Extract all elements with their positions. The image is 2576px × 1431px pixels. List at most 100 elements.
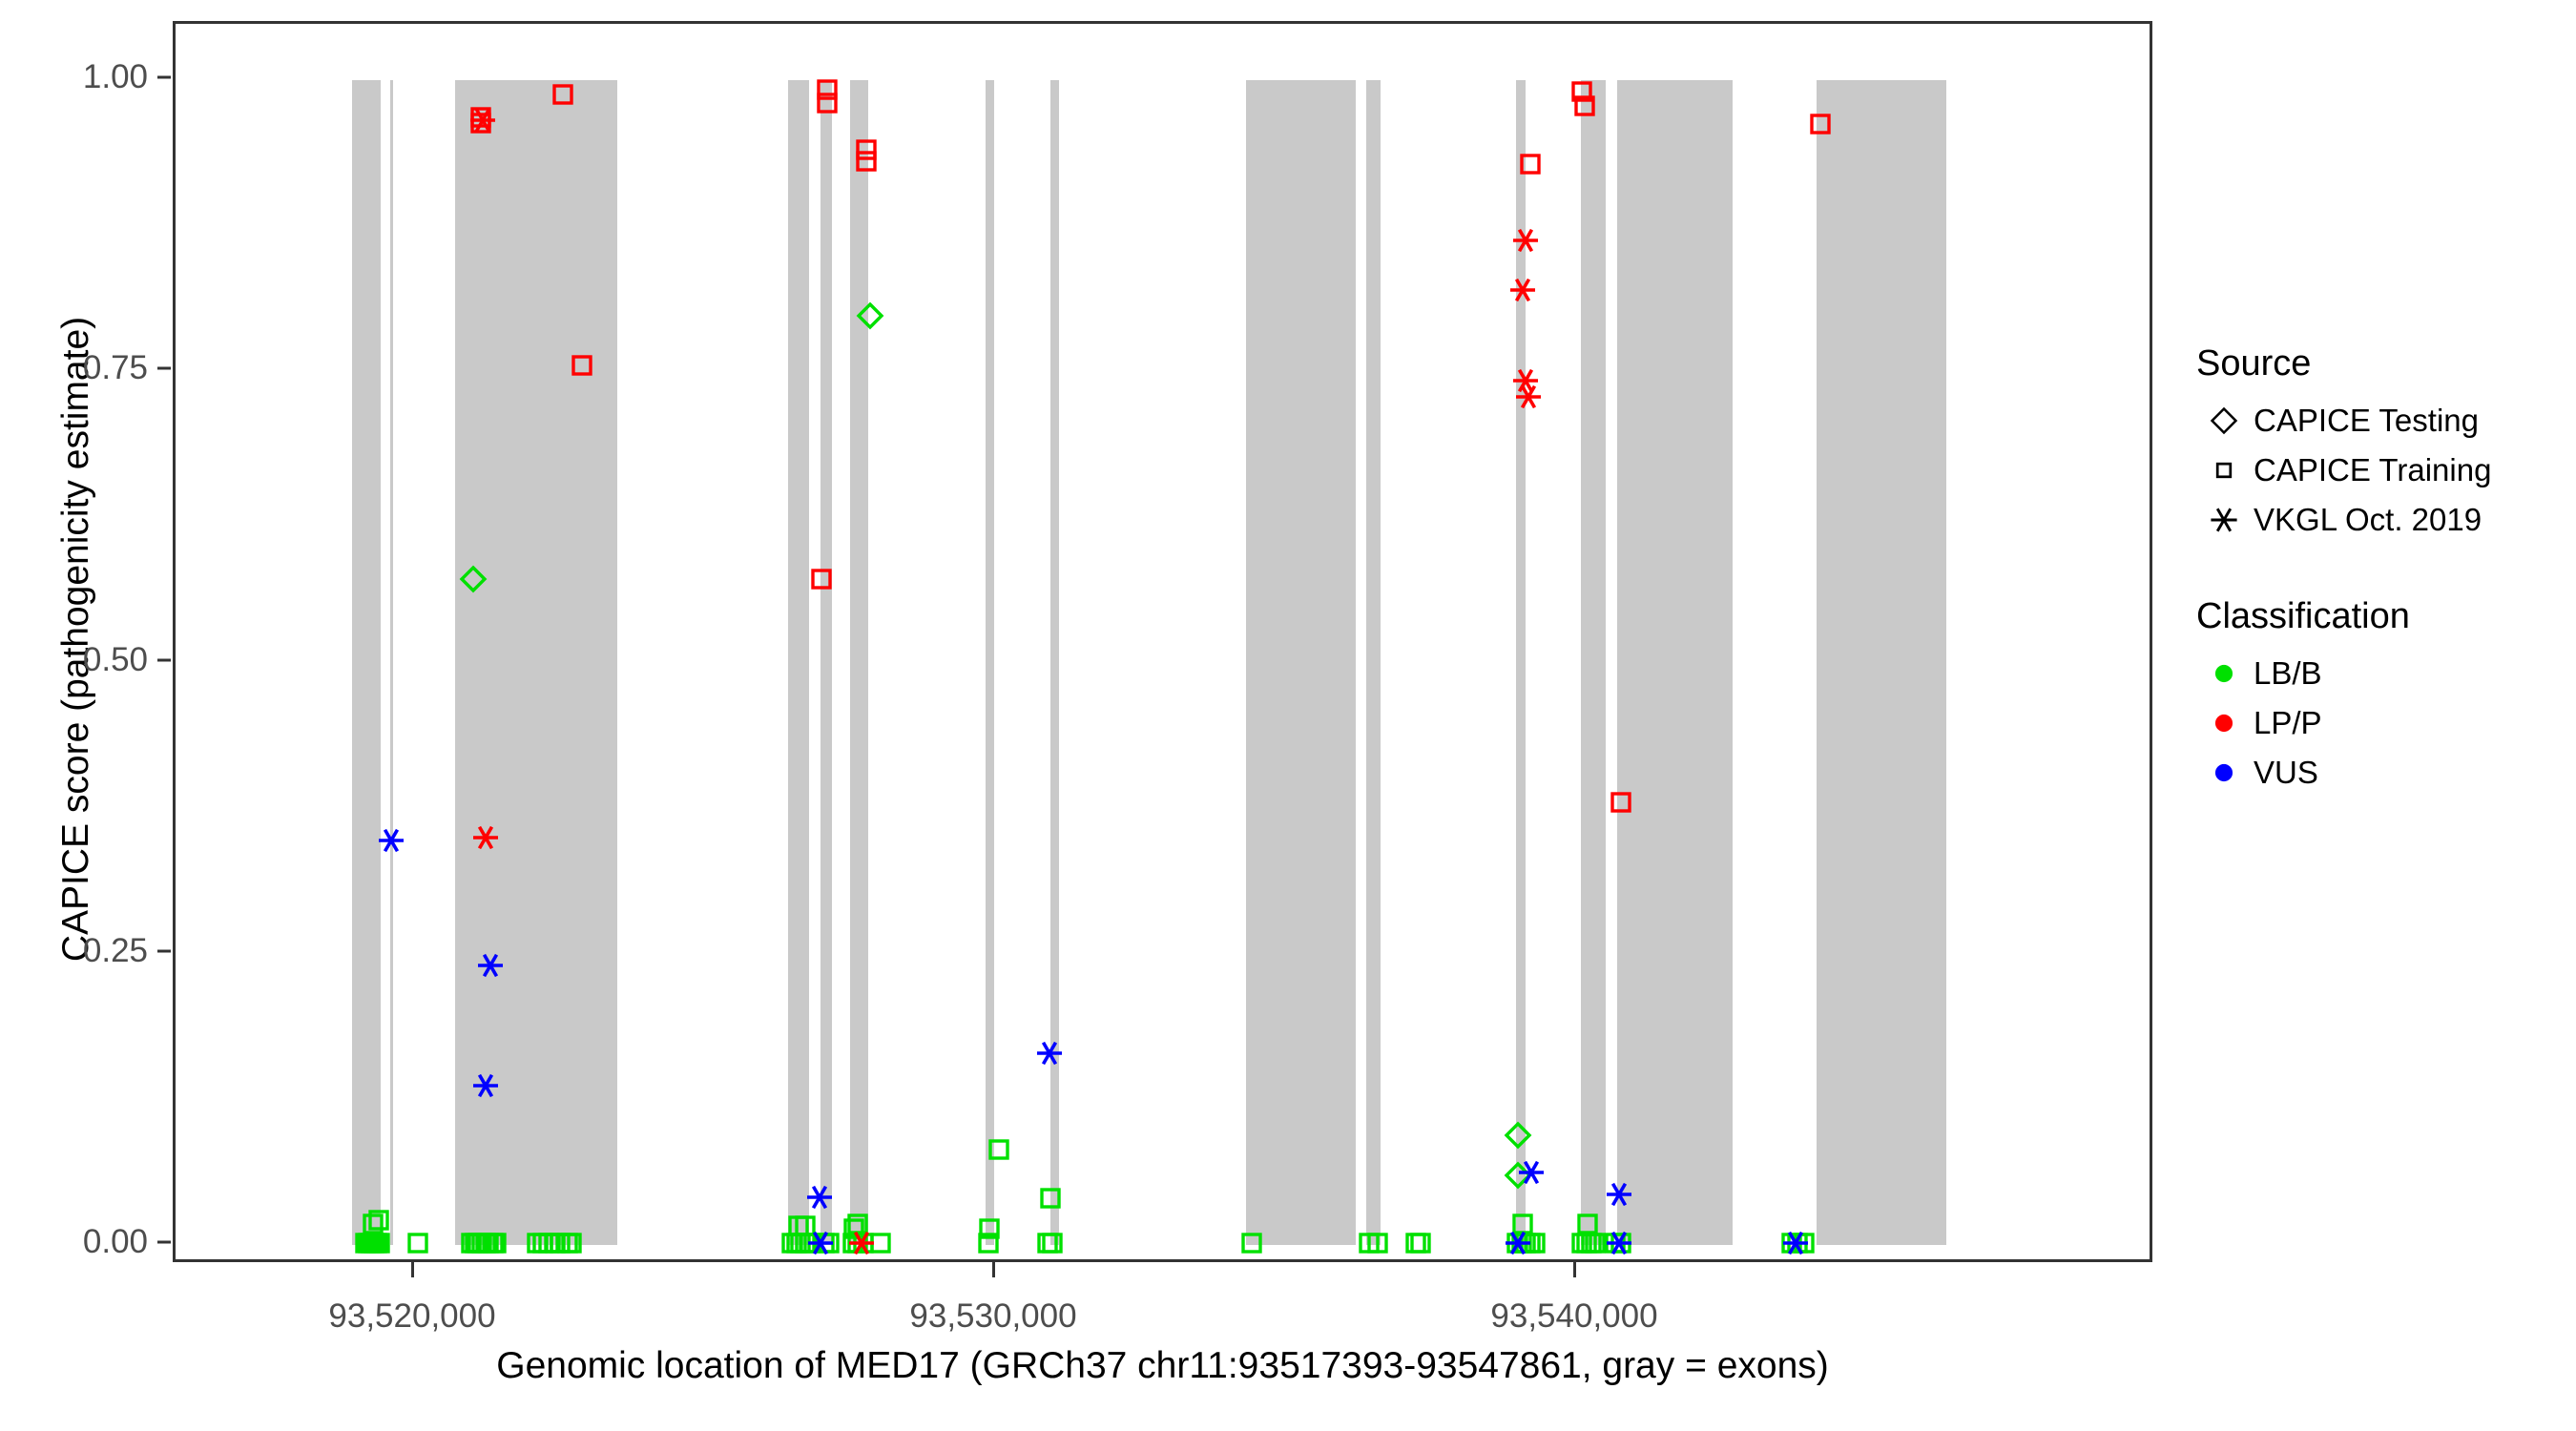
exon-band	[787, 80, 809, 1245]
legend-item-source[interactable]: CAPICE Training	[2194, 446, 2566, 495]
exon-band	[1617, 80, 1734, 1245]
data-point	[852, 147, 881, 176]
data-point	[1038, 1229, 1067, 1257]
exon-band	[849, 80, 868, 1245]
data-point	[482, 1229, 510, 1257]
data-point	[1406, 1229, 1435, 1257]
data-point	[377, 826, 405, 855]
data-point	[1514, 383, 1543, 411]
legend-item-classification[interactable]: LP/P	[2194, 698, 2566, 748]
data-point	[1581, 1229, 1610, 1257]
y-tick-label: 0.50	[82, 640, 148, 678]
data-point	[813, 75, 841, 104]
data-point	[471, 823, 500, 852]
data-point	[1516, 150, 1545, 178]
exon-band	[390, 80, 394, 1245]
x-tick-label: 93,520,000	[328, 1297, 496, 1335]
data-point	[364, 1206, 393, 1234]
y-tick-label: 0.25	[82, 931, 148, 969]
exon-band	[1816, 80, 1946, 1245]
legend-item-label: LB/B	[2254, 655, 2322, 691]
legend-item-label: CAPICE Testing	[2254, 403, 2479, 438]
legend-item-source[interactable]: CAPICE Testing	[2194, 396, 2566, 446]
data-point	[1036, 1184, 1065, 1213]
data-point	[1237, 1229, 1266, 1257]
data-point	[974, 1229, 1003, 1257]
y-tick-mark	[157, 1240, 171, 1244]
y-tick-label: 0.75	[82, 349, 148, 387]
y-tick-mark	[157, 658, 171, 661]
exon-band	[986, 80, 995, 1245]
data-point	[1568, 77, 1596, 106]
exon-band	[1516, 80, 1527, 1245]
data-point	[1035, 1039, 1064, 1068]
y-axis-title: CAPICE score (pathogenicity estimate)	[55, 316, 96, 963]
data-point	[985, 1135, 1013, 1164]
data-point	[1504, 1121, 1532, 1150]
data-point	[807, 565, 836, 593]
data-point	[1511, 226, 1540, 255]
data-point	[1605, 1229, 1633, 1257]
data-point	[1806, 110, 1835, 138]
data-point	[365, 1229, 394, 1257]
exon-band	[1245, 80, 1356, 1245]
data-point	[1517, 1158, 1546, 1187]
square-outline-icon	[2194, 454, 2254, 487]
diamond-outline-icon	[2194, 404, 2254, 437]
data-point	[549, 80, 577, 109]
exon-band	[1365, 80, 1381, 1245]
data-point	[813, 89, 841, 117]
legend-item-classification[interactable]: VUS	[2194, 748, 2566, 798]
legend-source-title: Source	[2196, 343, 2312, 384]
data-point	[404, 1229, 432, 1257]
x-tick-mark	[992, 1262, 995, 1277]
legend-classification-title: Classification	[2196, 596, 2410, 636]
legend-item-label: VUS	[2254, 755, 2318, 790]
filled-circle-icon	[2194, 657, 2254, 690]
x-tick-label: 93,530,000	[909, 1297, 1077, 1335]
filled-circle-icon	[2194, 757, 2254, 789]
data-point	[1504, 1229, 1532, 1257]
data-point	[1607, 788, 1635, 817]
legend-item-source[interactable]: VKGL Oct. 2019	[2194, 495, 2566, 545]
y-tick-mark	[157, 949, 171, 953]
legend-item-label: LP/P	[2254, 705, 2322, 740]
exon-band	[352, 80, 382, 1245]
asterisk-icon	[2194, 504, 2254, 536]
exon-band	[820, 80, 832, 1245]
exon-band	[455, 80, 618, 1245]
filled-circle-icon	[2194, 707, 2254, 739]
data-point	[476, 951, 505, 980]
legend-classification-items: LB/B LP/P VUS	[2194, 649, 2566, 798]
data-point	[852, 135, 881, 164]
y-tick-label: 0.00	[82, 1223, 148, 1260]
data-point	[856, 301, 884, 330]
data-point	[1363, 1229, 1392, 1257]
data-point	[1570, 92, 1599, 120]
x-axis-title: Genomic location of MED17 (GRCh37 chr11:…	[496, 1345, 1829, 1386]
data-point	[471, 1071, 500, 1100]
data-point	[459, 565, 488, 593]
x-tick-mark	[1573, 1262, 1576, 1277]
legend-item-label: CAPICE Training	[2254, 452, 2492, 487]
data-point	[806, 1229, 835, 1257]
x-tick-label: 93,540,000	[1490, 1297, 1658, 1335]
data-point	[847, 1229, 876, 1257]
legend-item-label: VKGL Oct. 2019	[2254, 502, 2483, 537]
plot-area	[176, 24, 2150, 1259]
data-point	[568, 351, 596, 380]
legend-item-classification[interactable]: LB/B	[2194, 649, 2566, 698]
legend: Source CAPICE Testing CAPICE Training VKGL…	[2194, 343, 2566, 798]
data-point	[557, 1229, 586, 1257]
y-tick-mark	[157, 75, 171, 79]
plot-panel	[173, 21, 2152, 1262]
data-point	[468, 106, 497, 135]
data-point	[1508, 276, 1537, 304]
data-point	[805, 1183, 834, 1212]
legend-source-items: CAPICE Testing CAPICE Training VKGL Oct. 2…	[2194, 396, 2566, 545]
y-tick-mark	[157, 366, 171, 370]
x-tick-mark	[411, 1262, 414, 1277]
data-point	[1781, 1229, 1810, 1257]
data-point	[975, 1214, 1004, 1243]
data-point	[1605, 1180, 1633, 1209]
